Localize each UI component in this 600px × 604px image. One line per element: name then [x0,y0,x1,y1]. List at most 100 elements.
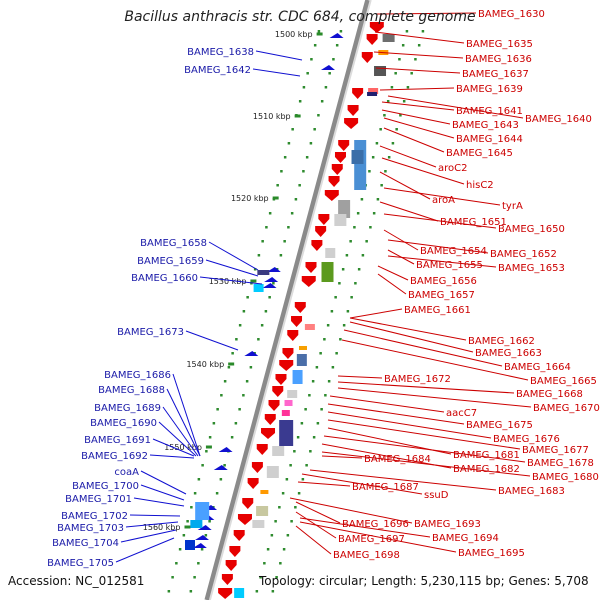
gene-label-right: BAMEG_1684 [364,454,431,465]
gene-label-right: BAMEG_1677 [522,445,589,456]
right-label-leader [375,12,477,15]
track-dot [175,562,178,565]
gene-label-right: BAMEG_1670 [533,403,600,414]
forward-gene-arrow [328,176,340,187]
track-dot [167,590,171,593]
track-dot [242,394,245,397]
gene-label-left: coaA [114,467,139,478]
track-dot [369,226,372,229]
right-label-leader [377,265,409,281]
track-dot [312,436,316,439]
gene-label-right: aroC2 [438,163,467,174]
track-dot [354,282,357,285]
reverse-gene-arrow [266,267,281,272]
track-dot [285,478,289,481]
feature-block [367,92,378,96]
right-label-leader [387,239,489,254]
track-dot [410,72,413,75]
right-label-leader [299,521,457,553]
track-dot [305,156,309,159]
forward-gene-arrow [334,152,346,163]
feature-block [234,588,245,598]
track-dot [190,506,193,509]
right-label-leader [377,273,407,295]
right-label-leader [323,435,526,463]
gene-label-left: BAMEG_1688 [98,385,165,396]
track-dot [289,464,292,467]
feature-block [296,354,307,366]
track-dot [332,58,335,61]
right-label-leader [379,87,455,91]
forward-gene-arrow [268,400,280,411]
track-dot [275,576,278,579]
gene-label-left: BAMEG_1704 [52,538,119,549]
right-label-leader [327,403,465,425]
kbp-label: 1500 kbp [275,30,313,39]
track-dot [328,72,331,75]
gene-label-right: BAMEG_1675 [466,420,533,431]
track-dot [268,212,272,215]
right-label-leader [381,157,465,185]
track-dot [264,310,268,313]
track-dot [286,534,290,537]
track-dot [235,338,238,341]
gene-label-right: BAMEG_1698 [333,550,400,561]
track-dot [315,366,319,369]
track-dot [283,240,286,243]
gene-label-right: BAMEG_1694 [432,533,499,544]
track-dot [335,44,339,47]
forward-gene-arrow [256,444,268,455]
track-dot [326,324,330,327]
track-dot [281,492,285,495]
forward-gene-arrow [352,88,364,99]
gene-label-right: BAMEG_1696 [342,519,409,530]
right-label-leader [387,255,497,268]
track-dot [334,296,337,299]
forward-gene-arrow [366,34,378,45]
feature-block-left [253,284,264,292]
forward-gene-arrow [242,498,254,509]
reverse-gene-arrow [264,277,279,282]
gene-label-left: BAMEG_1686 [104,370,171,381]
track-dot [316,422,320,425]
track-dot [324,86,328,89]
track-dot [253,268,257,271]
gene-label-left: BAMEG_1691 [84,435,151,446]
track-dot [395,128,398,131]
left-label-leader [199,276,263,285]
track-dot [376,198,380,201]
forward-gene-arrow [338,140,350,151]
gene-label-right: tyrA [502,201,523,212]
gene-label-right: BAMEG_1640 [525,114,592,125]
track-dot [278,506,281,509]
gene-label-right: BAMEG_1636 [465,54,532,65]
right-label-leader [329,395,445,413]
left-label-leader [125,521,179,528]
track-dot [330,310,334,313]
feature-block-left [257,270,270,275]
right-label-leader [337,381,515,394]
track-dot [311,380,315,383]
right-label-leader [327,411,492,439]
track-dot [361,254,365,257]
gene-label-right: BAMEG_1639 [456,84,523,95]
reverse-gene-arrow [244,351,259,356]
track-dot [349,240,352,243]
right-label-leader [383,187,501,206]
track-dot [263,562,266,565]
forward-gene-arrow [324,190,339,201]
track-dot [200,548,204,551]
gene-label-right: BAMEG_1650 [498,224,565,235]
track-dot [268,296,271,299]
forward-gene-arrow [237,514,252,525]
track-dot [368,170,371,173]
right-label-leader [349,321,474,353]
track-dot [208,436,212,439]
track-dot [308,394,311,397]
right-label-leader [321,455,363,459]
right-label-leader [337,387,532,408]
track-dot [219,478,223,481]
feature-block [260,490,269,494]
forward-gene-arrow [264,414,276,425]
